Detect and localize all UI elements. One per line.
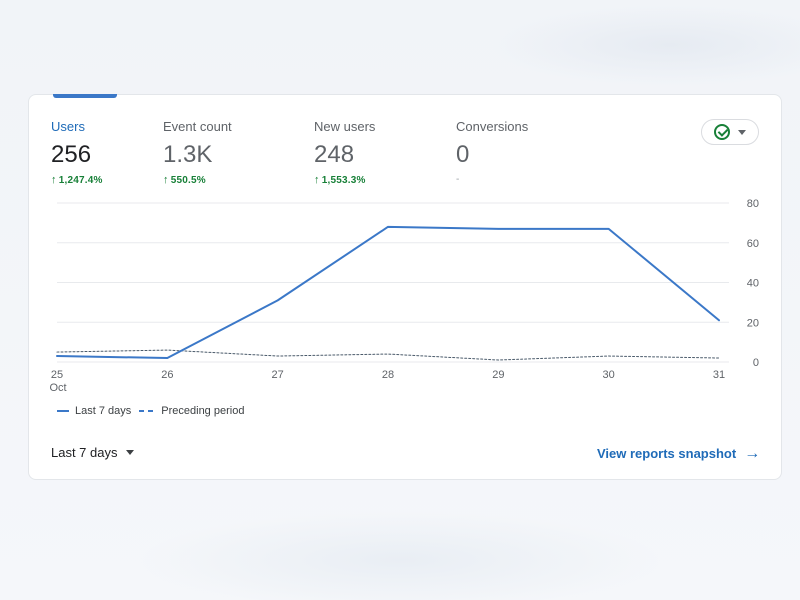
snapshot-link-label: View reports snapshot [597, 446, 737, 461]
y-tick-label: 60 [747, 238, 759, 250]
y-tick-label: 0 [753, 357, 759, 369]
x-tick-label: 29 [492, 369, 504, 381]
chart-legend: Last 7 days Preceding period [57, 405, 252, 417]
summary-card: Users 256 ↑ 1,247.4% Event count 1.3K ↑ 55… [28, 94, 782, 480]
x-tick-sublabel: Oct [49, 382, 66, 394]
legend-label: Last 7 days [75, 405, 132, 417]
y-tick-label: 40 [747, 278, 759, 290]
caret-down-icon [738, 129, 746, 135]
arrow-up-icon: ↑ [163, 174, 169, 186]
metric-label: New users [314, 119, 376, 134]
date-range-dropdown[interactable]: Last 7 days [51, 445, 134, 460]
solid-line-icon [57, 410, 69, 412]
legend-label: Preceding period [161, 405, 245, 417]
x-tick-label: 26 [161, 369, 173, 381]
metric-change-value: 1,553.3% [321, 175, 366, 186]
legend-item-previous: Preceding period [139, 405, 244, 417]
metric-value: 0 [456, 141, 470, 168]
y-tick-label: 20 [747, 317, 759, 329]
metric-value: 1.3K [163, 141, 213, 168]
x-tick-label: 27 [272, 369, 284, 381]
series-line-last-7-days [56, 225, 720, 360]
metric-value: 256 [51, 141, 92, 168]
metric-label: Conversions [456, 119, 529, 134]
date-range-label: Last 7 days [51, 445, 118, 460]
series-line-preceding-period [56, 349, 720, 361]
x-tick-label: 28 [382, 369, 394, 381]
metric-value: 248 [314, 141, 355, 168]
check-circle-icon [714, 124, 730, 140]
metric-conversions[interactable]: Conversions 0 - [456, 119, 528, 187]
metric-change: - [456, 174, 460, 185]
metric-change: ↑ 550.5% [163, 173, 232, 187]
metric-label: Event count [163, 119, 232, 134]
x-tick-label: 30 [603, 369, 615, 381]
active-tab-indicator [53, 94, 117, 98]
arrow-right-icon: → [744, 444, 761, 462]
metric-event-count[interactable]: Event count 1.3K ↑ 550.5% [163, 119, 232, 187]
view-reports-snapshot-link[interactable]: View reports snapshot → [597, 444, 761, 462]
metric-new-users[interactable]: New users 248 ↑ 1,553.3% [314, 119, 375, 187]
caret-down-icon [125, 450, 134, 455]
arrow-up-icon: ↑ [314, 174, 320, 186]
arrow-up-icon: ↑ [51, 174, 57, 186]
metric-change: ↑ 1,553.3% [314, 173, 375, 187]
metric-users[interactable]: Users 256 ↑ 1,247.4% [51, 119, 103, 187]
metric-change: ↑ 1,247.4% [51, 173, 103, 187]
legend-item-current: Last 7 days [57, 405, 131, 417]
metric-change-value: 1,247.4% [58, 175, 103, 186]
metric-label: Users [51, 119, 85, 134]
x-tick-label: 25 [51, 369, 63, 381]
dashed-line-icon [139, 410, 156, 412]
x-tick-label: 31 [713, 369, 725, 381]
metric-change-value: 550.5% [170, 175, 206, 186]
y-tick-label: 80 [747, 198, 759, 210]
data-quality-button[interactable] [701, 119, 759, 145]
